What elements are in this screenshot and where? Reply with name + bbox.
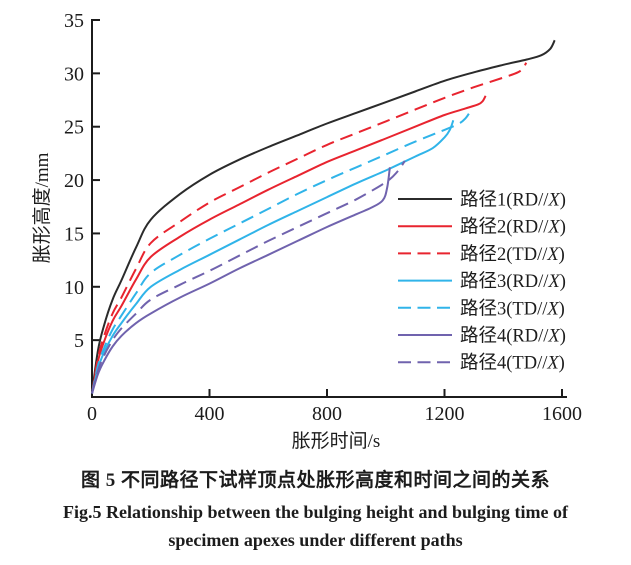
- y-axis-title: 胀形高度/mm: [31, 152, 53, 263]
- x-tick-label: 0: [87, 403, 97, 425]
- legend-label: 路径2(RD//X): [460, 217, 566, 238]
- curve-路径4(RD//X): [91, 167, 391, 394]
- y-tick-label: 10: [64, 277, 84, 299]
- y-tick-label: 20: [64, 170, 84, 192]
- y-tick-label: 30: [64, 63, 84, 85]
- caption-chinese: 图 5 不同路径下试样顶点处胀形高度和时间之间的关系: [80, 470, 550, 491]
- y-tick-label: 15: [64, 223, 84, 245]
- curve-路径1(RD//X): [91, 39, 556, 394]
- bulging-height-time-chart: 5 10 15 20 25 30 35 0 400 800 1200 1600 胀形时间/s 胀形高度/m…: [31, 10, 582, 452]
- legend-label: 路径4(RD//X): [460, 326, 566, 347]
- curve-路径2(RD//X): [91, 95, 487, 394]
- x-tick-label: 1600: [542, 403, 582, 425]
- legend-label: 路径1(RD//X): [460, 190, 566, 211]
- y-tick-label: 35: [64, 10, 84, 32]
- x-axis-title: 胀形时间/s: [292, 430, 381, 452]
- curve-路径4(TD//X): [91, 160, 406, 394]
- caption-english-line1: Fig.5 Relationship between the bulging h…: [62, 502, 569, 522]
- legend-label: 路径3(RD//X): [460, 271, 566, 292]
- curve-路径2(TD//X): [91, 62, 528, 394]
- y-tick-label: 5: [74, 330, 84, 352]
- curve-路径3(RD//X): [91, 119, 455, 394]
- x-tick-label: 800: [312, 403, 342, 425]
- curve-路径3(TD//X): [91, 111, 471, 394]
- legend-label: 路径3(TD//X): [460, 298, 565, 319]
- x-tick-label: 1200: [425, 403, 465, 425]
- y-tick-label: 25: [64, 117, 84, 139]
- caption-english-line2: specimen apexes under different paths: [168, 530, 463, 550]
- legend-label: 路径2(TD//X): [460, 244, 565, 265]
- x-tick-label: 400: [195, 403, 225, 425]
- legend-label: 路径4(TD//X): [460, 353, 565, 374]
